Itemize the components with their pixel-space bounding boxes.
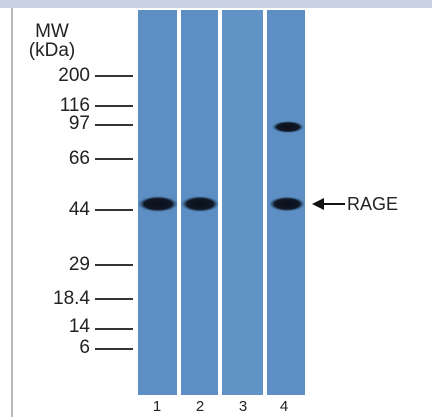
western-blot: MW (kDa) RAGE 2001169766442918.41461234 — [0, 0, 432, 417]
lane-label: 2 — [196, 398, 204, 415]
marker-label: 29 — [69, 254, 90, 275]
band — [272, 121, 304, 133]
mw-label: MW — [35, 21, 69, 42]
marker-label: 14 — [69, 316, 91, 337]
band — [138, 196, 178, 212]
lane-label: 4 — [280, 398, 288, 415]
band — [269, 197, 305, 212]
band — [181, 196, 219, 212]
marker-label: 6 — [79, 337, 90, 358]
marker-label: 18.4 — [53, 288, 90, 309]
marker-label: 66 — [69, 148, 90, 169]
mw-label: (kDa) — [29, 40, 75, 61]
lane-label: 1 — [153, 398, 161, 415]
marker-label: 97 — [69, 113, 90, 134]
page: MW (kDa) RAGE 2001169766442918.41461234 … — [0, 0, 432, 417]
top-band — [0, 0, 432, 8]
marker-label: 44 — [69, 199, 91, 220]
lane — [222, 10, 263, 395]
arrow-label: RAGE — [347, 194, 398, 214]
lane-label: 3 — [239, 398, 247, 415]
marker-label: 200 — [58, 65, 90, 86]
